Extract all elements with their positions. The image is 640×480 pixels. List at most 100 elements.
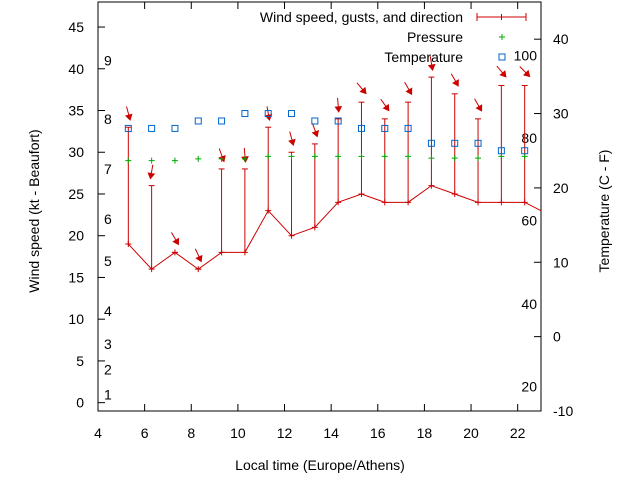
wind-speed-point: [195, 266, 202, 273]
plot-border: [97, 1, 542, 412]
axis-ticks: 4 6 8 10 12 14 16 18 20 22051015202530354045-1001…: [68, 2, 573, 441]
beaufort-label: 7: [104, 161, 112, 177]
wind-direction-arrow: [427, 56, 436, 71]
arrow-head: [195, 254, 203, 263]
temperature-point: [288, 110, 296, 118]
temperature-point: [521, 147, 529, 155]
beaufort-label: 3: [104, 336, 112, 352]
pressure-point: [241, 155, 248, 162]
wind-speed-point: [358, 190, 365, 197]
plot-frame: [97, 1, 542, 412]
wind-direction-arrow: [356, 82, 367, 95]
x-tick-label: 12: [277, 425, 293, 441]
temperature-point: [381, 124, 389, 132]
wind-direction-arrow: [474, 98, 483, 112]
wind-direction-arrow: [380, 98, 390, 112]
x-tick-label: 22: [510, 425, 526, 441]
beaufort-label: 5: [104, 253, 112, 269]
x-tick-label: 4: [94, 425, 102, 441]
arrow-head: [124, 113, 133, 121]
x-tick-label: 18: [417, 425, 433, 441]
wind-direction-arrow: [519, 66, 531, 78]
x-axis-label: Local time (Europe/Athens): [235, 457, 405, 473]
pressure-point: [498, 153, 505, 160]
temperature-point: [474, 139, 482, 147]
pressure-point: [148, 157, 155, 164]
arrow-head: [382, 103, 390, 112]
temperature-point: [311, 117, 319, 125]
wind-direction-arrow: [171, 232, 180, 246]
y-tick-label: 20: [68, 228, 84, 244]
wind-direction-arrow: [194, 248, 203, 263]
data-marks: [124, 56, 542, 273]
x-tick-label: 16: [370, 425, 386, 441]
y2-axis-label: Temperature (C - F): [596, 150, 612, 273]
pressure-point: [521, 153, 528, 160]
arrow-head: [288, 138, 296, 146]
legend-label-pressure: Pressure: [407, 29, 463, 45]
legend-label-wind: Wind speed, gusts, and direction: [260, 9, 463, 25]
y-tick-label: 45: [68, 19, 84, 35]
temperature-point: [124, 124, 132, 132]
arrow-head: [264, 114, 273, 122]
fahrenheit-label: 40: [521, 296, 537, 312]
legend-swatch-wind-mark: [498, 14, 505, 20]
beaufort-label: 2: [104, 361, 112, 377]
y2-tick-label: 40: [553, 31, 569, 47]
pressure-point: [195, 155, 202, 162]
wind-direction-arrow: [334, 97, 343, 113]
fahrenheit-label: 60: [521, 213, 537, 229]
temperature-point: [218, 117, 226, 125]
fahrenheit-label: 20: [521, 378, 537, 394]
wind-speed-point: [218, 249, 225, 256]
legend-label-temperature: Temperature: [384, 49, 463, 65]
wind-speed-line: [127, 185, 542, 270]
y-axis-label: Wind speed (kt - Beaufort): [26, 129, 42, 292]
beaufort-label: 9: [104, 52, 112, 68]
arrow-head: [405, 87, 413, 96]
wind-speed-point: [475, 199, 482, 206]
legend: Wind speed, gusts, and direction Pressure…: [260, 9, 527, 65]
pressure-point: [311, 153, 318, 160]
y-tick-label: 10: [68, 311, 84, 327]
wind-direction-arrow: [450, 73, 459, 87]
wind-speed-point: [405, 199, 412, 206]
arrow-head: [522, 69, 531, 78]
y-tick-label: 15: [68, 269, 84, 285]
fahrenheit-label: 80: [521, 130, 537, 146]
y2-tick-label: -10: [553, 403, 573, 419]
wind-speed-point: [335, 199, 342, 206]
temperature-point: [404, 124, 412, 132]
pressure-point: [358, 153, 365, 160]
pressure-point: [475, 155, 482, 162]
arrow-head: [147, 172, 156, 180]
beaufort-label: 4: [104, 303, 112, 319]
y2-tick-label: 0: [553, 329, 561, 345]
wind-speed-point: [381, 199, 388, 206]
x-tick-label: 20: [463, 425, 479, 441]
wind-speed-point: [498, 199, 505, 206]
fahrenheit-label: 100: [514, 48, 538, 64]
pressure-point: [125, 157, 132, 164]
wind-speed-point: [311, 224, 318, 231]
beaufort-label: 8: [104, 111, 112, 127]
arrow-head: [359, 86, 367, 95]
temperature-point: [334, 117, 342, 125]
wind-direction-arrow: [496, 65, 507, 78]
temperature-point: [497, 147, 505, 155]
wind-speed-point: [428, 182, 435, 189]
wind-speed-point: [451, 190, 458, 197]
wind-speed-point: [265, 207, 272, 214]
wind-direction-arrow: [404, 81, 413, 96]
pressure-point: [451, 155, 458, 162]
temperature-point: [451, 139, 459, 147]
y-tick-label: 35: [68, 103, 84, 119]
y-tick-label: 25: [68, 186, 84, 202]
x-tick-label: 14: [323, 425, 339, 441]
pressure-point: [405, 153, 412, 160]
arrow-head: [452, 79, 459, 87]
wind-direction-arrow: [311, 123, 319, 138]
beaufort-label: 6: [104, 211, 112, 227]
x-tick-label: 6: [141, 425, 149, 441]
arrow-head: [172, 237, 180, 246]
